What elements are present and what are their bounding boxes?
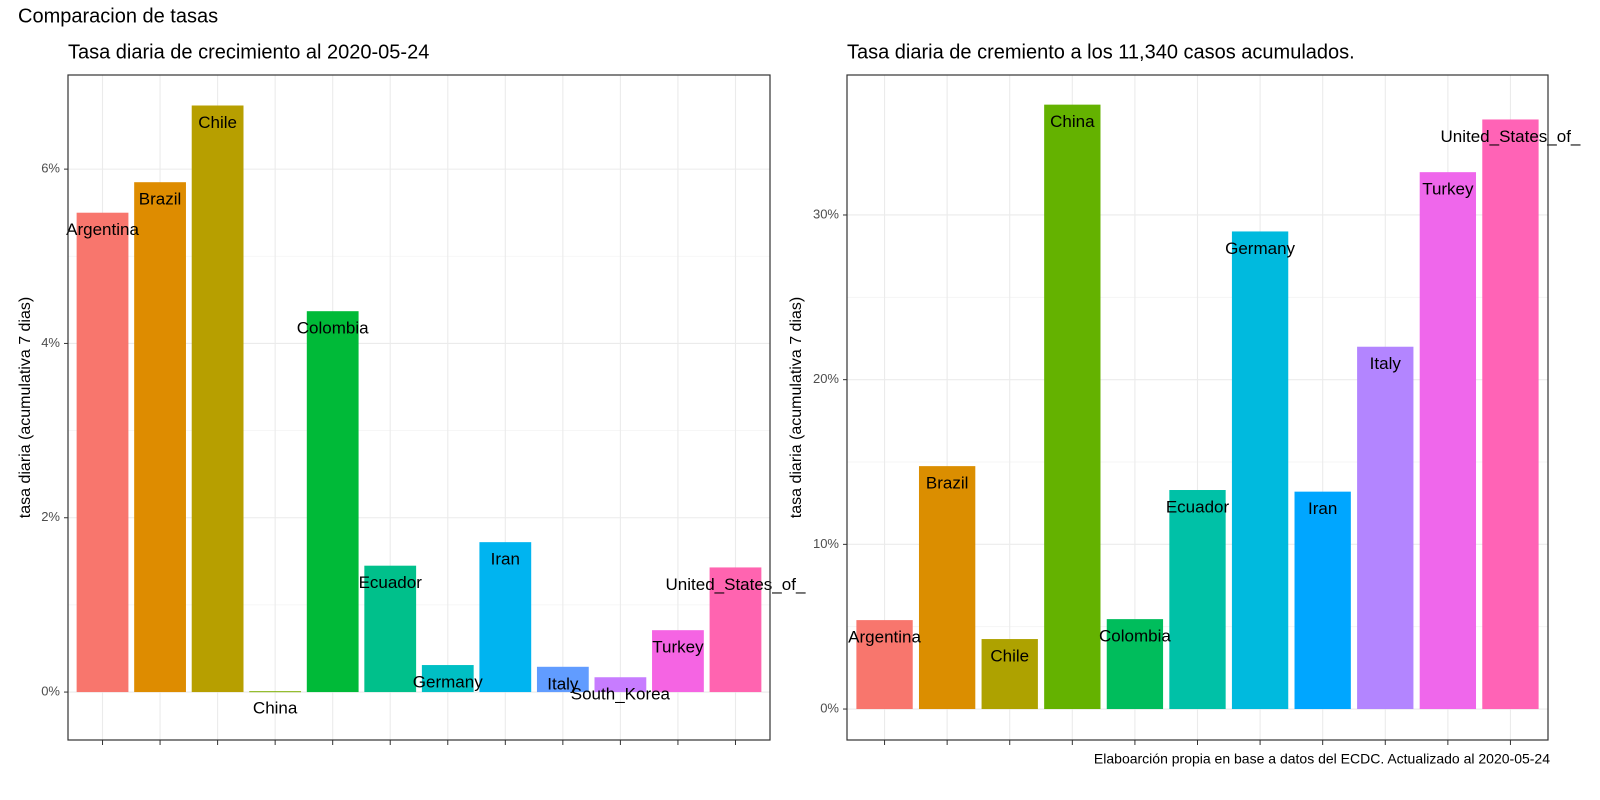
chart-title: Tasa diaria de crecimiento al 2020-05-24 [68, 41, 429, 63]
bar-label: Iran [491, 550, 520, 569]
bar-label: United_States_of_ [666, 575, 806, 594]
bar-label: United_States_of_ [1441, 127, 1581, 146]
bar [1106, 619, 1164, 710]
bar-label: Iran [1308, 499, 1337, 518]
caption: Elaboarción propia en base a datos del E… [1094, 751, 1550, 767]
y-tick-label: 10% [813, 536, 839, 551]
bar [709, 567, 762, 693]
bar [1419, 172, 1477, 710]
bar-label: China [1050, 112, 1095, 131]
bar [536, 666, 589, 693]
bar-label: Italy [547, 674, 579, 693]
bar [364, 565, 417, 693]
bar-label: Chile [990, 647, 1029, 666]
bar [1169, 490, 1226, 710]
panel [68, 75, 770, 740]
bar [249, 691, 302, 693]
panel-border [67, 74, 771, 741]
bar-label: Ecuador [1166, 497, 1230, 516]
y-tick-label: 2% [41, 509, 60, 524]
y-axis-label: tasa diaria (acumulativa 7 dias) [17, 297, 34, 518]
bar [594, 677, 647, 693]
bar-label: Brazil [926, 474, 969, 493]
bar-label: Argentina [848, 628, 921, 647]
bar [1482, 119, 1539, 710]
bar-label: Turkey [1422, 180, 1474, 199]
bar-label: Colombia [297, 319, 369, 338]
y-tick-label: 0% [820, 700, 839, 715]
bar-label: Brazil [139, 190, 182, 209]
page-title: Comparacion de tasas [18, 5, 218, 27]
bar-label: Germany [413, 673, 483, 692]
bar-label: Italy [1370, 354, 1402, 373]
panel [847, 75, 1548, 740]
chart-title: Tasa diaria de cremiento a los 11,340 ca… [847, 41, 1355, 63]
bar [191, 105, 244, 693]
bar-label: Argentina [66, 220, 139, 239]
bar [421, 665, 474, 693]
bar [981, 639, 1038, 710]
y-axis-label: tasa diaria (acumulativa 7 dias) [788, 297, 805, 518]
bar-label: Turkey [652, 638, 704, 657]
bar [856, 620, 913, 710]
bar-label: Chile [198, 113, 237, 132]
bar [1357, 346, 1414, 710]
bar-label: China [253, 699, 298, 718]
bar-label: Colombia [1099, 627, 1171, 646]
bar-label: Ecuador [359, 573, 423, 592]
panel-border [846, 74, 1549, 741]
bar [1231, 231, 1289, 710]
bar [306, 311, 359, 693]
y-tick-label: 30% [813, 206, 839, 221]
bar [479, 542, 532, 693]
bar [1294, 491, 1351, 710]
bar [134, 182, 186, 693]
y-tick-label: 0% [41, 684, 60, 699]
bar [918, 466, 976, 710]
y-tick-label: 4% [41, 335, 60, 350]
y-tick-label: 6% [41, 161, 60, 176]
y-tick-label: 20% [813, 371, 839, 386]
bar [1044, 104, 1101, 710]
bar-label: Germany [1225, 239, 1295, 258]
bar-label: South_Korea [571, 685, 671, 704]
bar [652, 630, 704, 693]
bar [76, 212, 129, 693]
